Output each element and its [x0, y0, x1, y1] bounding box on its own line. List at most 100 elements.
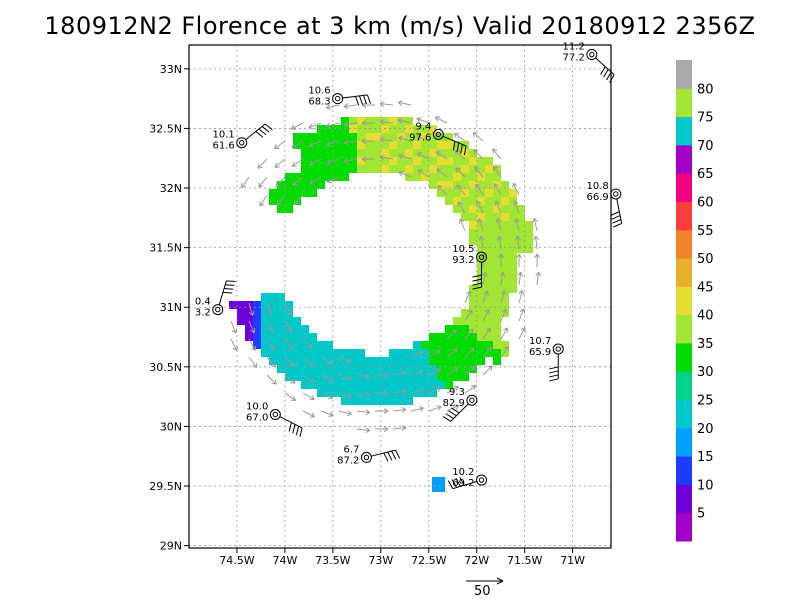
- wind-vector-head: [436, 405, 442, 411]
- wind-vector: [274, 158, 286, 168]
- wind-swath-cell: [413, 149, 421, 157]
- wind-vector: [320, 410, 334, 417]
- wind-vector-head: [309, 412, 316, 418]
- wind-swath-cell: [501, 261, 509, 269]
- wind-swath-cell: [485, 245, 493, 253]
- wind-barb-flag: [612, 219, 622, 224]
- wind-vector-head: [487, 365, 493, 371]
- wind-vector-head: [308, 360, 314, 366]
- wind-vector-head: [453, 132, 460, 138]
- wind-barb-flag: [264, 123, 273, 131]
- wind-swath-cell: [445, 165, 453, 173]
- wind-vector: [326, 122, 340, 127]
- wind-swath-cell: [325, 149, 333, 157]
- wind-vector-head: [418, 387, 424, 394]
- wind-swath-cell: [485, 213, 493, 221]
- wind-swath-cell: [229, 301, 237, 309]
- wind-swath-cell: [277, 293, 285, 301]
- station-marker: 0.43.2: [195, 280, 236, 319]
- wind-vector-head: [435, 368, 442, 374]
- wind-vector-head: [309, 377, 315, 383]
- wind-swath-cell: [389, 349, 397, 357]
- reference-vector-label: 50: [474, 584, 491, 599]
- wind-swath-cell: [405, 133, 413, 141]
- wind-vector-head: [504, 346, 510, 352]
- wind-vector-head: [343, 121, 349, 128]
- wind-swath-cell: [421, 149, 429, 157]
- colorbar-swatch: [676, 314, 692, 344]
- wind-vector: [338, 374, 352, 380]
- wind-vector-head: [485, 327, 491, 334]
- wind-vector: [446, 404, 459, 412]
- wind-barb-flag: [362, 95, 368, 105]
- colorbar-swatch: [676, 371, 692, 401]
- wind-swath-cell: [501, 181, 509, 189]
- station-label-top: 10.5: [452, 244, 474, 255]
- colorbar-label: 10: [697, 478, 714, 493]
- wind-vector-head: [436, 168, 442, 174]
- station-outer-ring: [212, 304, 224, 316]
- station-label-bottom: 66.9: [587, 192, 609, 203]
- wind-barb-flag: [472, 286, 482, 290]
- station-marker: 10.161.6: [212, 123, 273, 152]
- wind-swath-cell: [432, 477, 445, 492]
- wind-vector: [500, 346, 510, 358]
- station-label-bottom: 68.3: [308, 97, 330, 108]
- wind-swath-cell: [501, 229, 509, 237]
- wind-vector: [417, 169, 430, 178]
- wind-swath-cell: [477, 349, 485, 357]
- colorbar-label: 55: [697, 224, 714, 239]
- wind-swath-cell: [453, 357, 461, 365]
- wind-barb-flag: [447, 480, 454, 489]
- wind-swath-cell: [261, 325, 269, 333]
- wind-swath-cell: [277, 301, 285, 309]
- colorbar-label: 60: [697, 195, 714, 210]
- wind-vector-head: [361, 138, 367, 145]
- wind-barb-shaft: [450, 403, 469, 422]
- wind-vector-head: [346, 375, 352, 381]
- wind-vector-head: [343, 103, 349, 109]
- wind-swath-cell: [405, 173, 413, 181]
- wind-swath-cell: [461, 157, 469, 165]
- wind-vector-head: [285, 310, 292, 316]
- wind-vector-head: [435, 151, 441, 157]
- wind-swath-cell: [461, 333, 469, 341]
- wind-vector: [517, 236, 520, 250]
- lon-tick-label: 73.5W: [315, 554, 350, 567]
- station-marker: 9.382.9: [443, 387, 478, 422]
- wind-vector-head: [513, 200, 519, 206]
- wind-vector: [266, 338, 275, 351]
- wind-vector-head: [480, 253, 487, 259]
- station-label-bottom: 67.0: [246, 413, 268, 424]
- wind-swath-cell: [381, 157, 389, 165]
- wind-vector-head: [469, 347, 475, 353]
- wind-swath-cell: [493, 189, 501, 197]
- wind-swath-cell: [397, 381, 405, 389]
- wind-vector-head: [516, 253, 523, 259]
- colorbar-swatch: [676, 201, 692, 231]
- wind-swath-cell: [477, 357, 485, 365]
- wind-swath-cell: [317, 165, 325, 173]
- wind-swath-cell: [453, 157, 461, 165]
- wind-swath-cell: [485, 157, 493, 165]
- colorbar-label: 5: [697, 507, 705, 522]
- wind-vector: [459, 218, 466, 232]
- colorbar-label: 30: [697, 365, 714, 380]
- wind-swath-cell: [461, 373, 469, 381]
- wind-swath-cell: [477, 197, 485, 205]
- wind-barb-flag: [610, 211, 620, 216]
- wind-vector: [500, 290, 506, 304]
- station-label-bottom: 65.9: [529, 347, 551, 358]
- wind-vector-head: [267, 310, 273, 316]
- wind-swath-cell: [429, 149, 437, 157]
- wind-barb-shaft: [245, 123, 266, 141]
- wind-swath-cell: [493, 221, 501, 229]
- wind-swath-cell: [333, 157, 341, 165]
- wind-barb-shaft: [442, 135, 467, 147]
- station-layer: 11.277.210.668.310.161.69.497.610.866.91…: [195, 42, 623, 490]
- wind-barb-flag: [609, 74, 615, 83]
- colorbar-label: 25: [697, 394, 714, 409]
- wind-barb-flag: [451, 407, 460, 414]
- wind-vector: [380, 103, 394, 106]
- wind-swath-cell: [357, 397, 365, 405]
